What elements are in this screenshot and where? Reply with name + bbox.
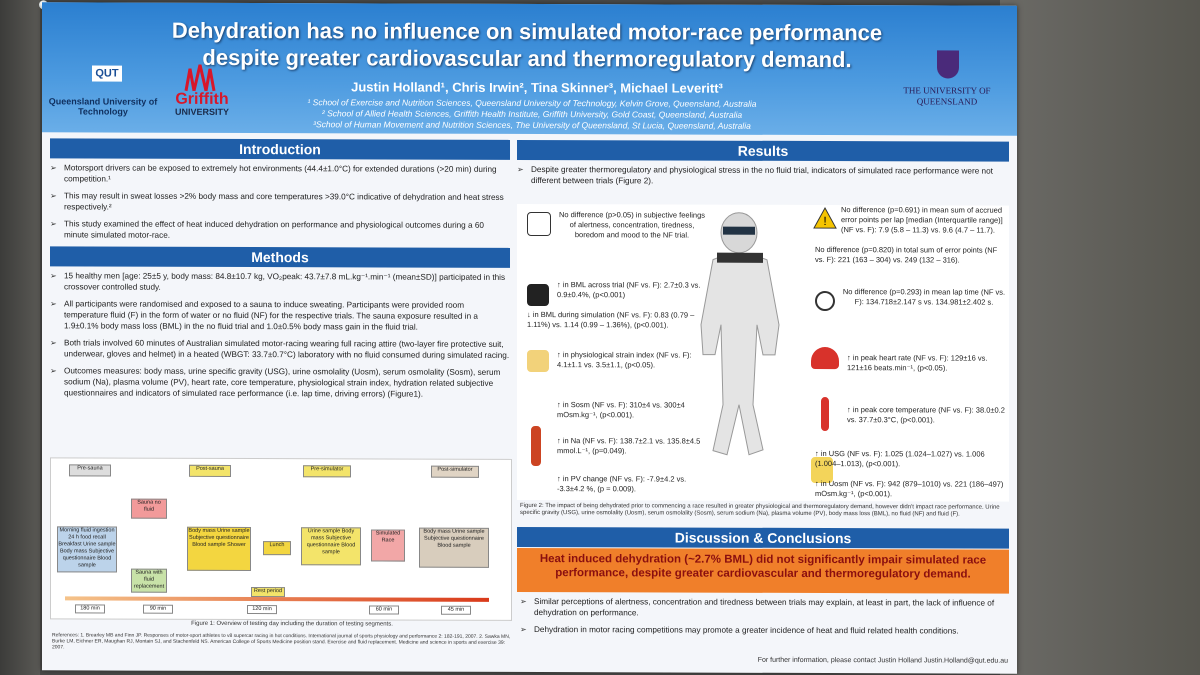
left-column: Introduction Motorsport drivers can be e… <box>50 138 510 406</box>
timeline-arrow <box>65 596 489 602</box>
result-sosm: ↑ in Sosm (NF vs. F): 310±4 vs. 300±4 mO… <box>557 400 685 420</box>
griffith-logo-icon <box>184 64 216 92</box>
duration-label: 120 min <box>247 605 277 615</box>
racing-driver-figure <box>700 212 780 456</box>
strain-icon <box>527 349 549 373</box>
stage-label: Post-sauna <box>189 464 231 477</box>
introduction-heading: Introduction <box>50 138 510 160</box>
poster-header: Dehydration has no influence on simulate… <box>42 2 1017 136</box>
result-lap-time: No difference (p=0.293) in mean lap time… <box>842 287 1006 307</box>
result-bml-sim: ↓ in BML during simulation (NF vs. F): 0… <box>527 309 695 330</box>
duration-label: 180 min <box>75 604 105 614</box>
figure-1-caption: Figure 1: Overview of testing day includ… <box>191 620 393 628</box>
right-column: Results Despite greater thermoregulatory… <box>517 139 1009 194</box>
griffith-university: UNIVERSITY <box>174 106 229 117</box>
poster-title: Dehydration has no influence on simulate… <box>171 17 883 73</box>
affiliation-3: ³School of Human Movement and Nutrition … <box>313 119 751 131</box>
sauna-fluid-box: Sauna with fluid replacement <box>131 568 167 593</box>
pre-sim-box: Urine sample Body mass Subjective questi… <box>301 527 361 566</box>
poster: Dehydration has no influence on simulate… <box>39 0 1017 674</box>
result-psi: ↑ in physiological strain index (NF vs. … <box>557 350 692 370</box>
duration-label: 45 min <box>441 605 471 615</box>
blood-tube-icon <box>531 426 541 467</box>
methods-bullet: Both trials involved 60 minutes of Austr… <box>50 337 510 361</box>
lunch-box: Lunch <box>263 541 291 556</box>
wall-right <box>1000 0 1200 675</box>
contact-info: For further information, please contact … <box>757 656 1008 665</box>
result-subjective: No difference (p>0.05) in subjective fee… <box>559 210 705 240</box>
heart-rate-icon <box>811 346 839 370</box>
warning-icon: ! <box>813 206 837 229</box>
wall-left <box>0 0 40 675</box>
discussion-bullets: Similar perceptions of alertness, concen… <box>520 596 1006 643</box>
references: References: 1. Brearley MB and Finn JP. … <box>52 632 511 651</box>
duration-label: 60 min <box>369 605 399 615</box>
result-bml-trial: ↑ in BML across trial (NF vs. F): 2.7±0.… <box>557 280 701 300</box>
discussion-heading: Discussion & Conclusions <box>517 526 1009 549</box>
figure-2-caption: Figure 2: The impact of being dehydrated… <box>520 502 1000 518</box>
qut-logo: QUT <box>92 65 122 82</box>
authors: Justin Holland¹, Chris Irwin², Tina Skin… <box>351 79 723 96</box>
methods-bullet: All participants were randomised and exp… <box>50 298 510 333</box>
morning-box: Morning fluid ingestion 24 h food recall… <box>57 526 117 573</box>
intro-bullet: Motorsport drivers can be exposed to ext… <box>50 162 510 186</box>
discussion-bullet: Dehydration in motor racing competitions… <box>520 624 1006 637</box>
result-pv: ↑ in PV change (NF vs. F): -7.9±4.2 vs. … <box>557 474 687 494</box>
rest-period-box: Rest period <box>251 587 285 598</box>
uq-name: THE UNIVERSITY OF QUEENSLAND <box>903 85 991 107</box>
result-core-temp: ↑ in peak core temperature (NF vs. F): 3… <box>847 405 1005 425</box>
post-sim-box: Body mass Urine sample Subjective questi… <box>419 527 489 568</box>
testing-day-flowchart: Pre-sauna Post-sauna Pre-simulator Post-… <box>50 457 512 621</box>
stage-label: Pre-simulator <box>303 465 351 478</box>
results-bullet: Despite greater thermoregulatory and phy… <box>517 164 1009 188</box>
qut-name: Queensland University of Technology <box>48 96 158 117</box>
intro-bullet: This study examined the effect of heat i… <box>50 218 510 242</box>
discussion-bullet: Similar perceptions of alertness, concen… <box>520 596 1006 620</box>
scale-icon <box>527 283 549 307</box>
result-total-errors: No difference (p=0.820) in total sum of … <box>815 244 998 265</box>
methods-bullet: 15 healthy men [age: 25±5 y, body mass: … <box>50 270 510 294</box>
result-na: ↑ in Na (NF vs. F): 138.7±2.1 vs. 135.8±… <box>557 436 701 456</box>
svg-text:!: ! <box>823 214 826 228</box>
simulated-race-box: Simulated Race <box>371 529 405 562</box>
sauna-no-fluid-box: Sauna no fluid <box>131 498 167 519</box>
stopwatch-icon <box>815 290 835 312</box>
result-uosm: ↑ in Uosm (NF vs. F): 942 (879–1010) vs.… <box>815 478 1004 499</box>
thermometer-icon <box>821 397 829 432</box>
post-sauna-box: Body mass Urine sample Subjective questi… <box>187 526 251 572</box>
affiliations: ¹ School of Exercise and Nutrition Scien… <box>242 97 822 132</box>
methods-heading: Methods <box>50 246 510 268</box>
key-finding: Heat induced dehydration (~2.7% BML) did… <box>517 547 1009 594</box>
questionnaire-icon <box>527 211 551 237</box>
methods-bullet: Outcomes measures: body mass, urine spec… <box>50 365 510 400</box>
duration-label: 90 min <box>143 604 173 614</box>
result-heart-rate: ↑ in peak heart rate (NF vs. F): 129±16 … <box>847 353 988 373</box>
results-figure: No difference (p>0.05) in subjective fee… <box>517 203 1009 502</box>
intro-bullet: This may result in sweat losses >2% body… <box>50 190 510 214</box>
stage-label: Pre-sauna <box>69 464 111 477</box>
griffith-name: Griffith <box>175 90 229 108</box>
uq-crest-icon <box>937 50 959 79</box>
result-error-points: No difference (p=0.691) in mean sum of a… <box>841 205 1003 235</box>
result-usg: ↑ in USG (NF vs. F): 1.025 (1.024–1.027)… <box>815 448 985 469</box>
stage-label: Post-simulator <box>431 465 479 478</box>
results-heading: Results <box>517 139 1009 162</box>
